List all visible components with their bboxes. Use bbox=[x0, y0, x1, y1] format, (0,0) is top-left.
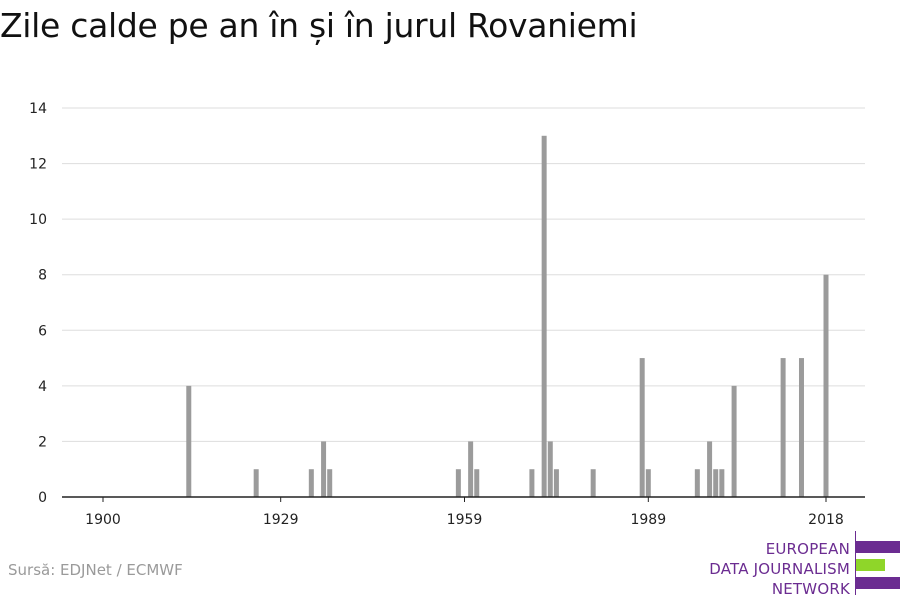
bar bbox=[798, 358, 804, 497]
bars bbox=[186, 135, 829, 498]
bar bbox=[327, 469, 333, 497]
logo-bar-bottom bbox=[856, 577, 900, 589]
y-tick-label: 4 bbox=[38, 379, 47, 395]
bar bbox=[253, 469, 259, 497]
bar bbox=[308, 469, 314, 497]
logo-line-1: EUROPEAN bbox=[765, 540, 850, 558]
x-tick-label: 2018 bbox=[808, 512, 844, 528]
logo-line-2: DATA JOURNALISM bbox=[709, 560, 850, 578]
x-tick-label: 1989 bbox=[630, 512, 666, 528]
x-tick-label: 1900 bbox=[85, 512, 121, 528]
y-tick-label: 0 bbox=[38, 490, 47, 506]
bar bbox=[731, 385, 737, 497]
chart-title: Zile calde pe an în și în jurul Rovaniem… bbox=[0, 6, 638, 45]
x-tick-label: 1959 bbox=[447, 512, 483, 528]
logo-text: EUROPEAN DATA JOURNALISM NETWORK bbox=[709, 539, 850, 599]
y-tick-label: 12 bbox=[29, 157, 47, 173]
bar bbox=[639, 358, 645, 497]
logo-bar-middle bbox=[856, 559, 885, 571]
gridlines bbox=[62, 107, 865, 442]
bar bbox=[541, 135, 547, 498]
edjnet-logo: EUROPEAN DATA JOURNALISM NETWORK bbox=[680, 531, 900, 598]
bar bbox=[713, 469, 719, 497]
y-tick-label: 14 bbox=[29, 101, 47, 117]
bar bbox=[474, 469, 480, 497]
bar bbox=[455, 469, 461, 497]
y-tick-label: 2 bbox=[38, 434, 47, 450]
y-axis: 0 2 4 6 8 10 12 14 bbox=[29, 101, 47, 506]
x-tick-label: 1929 bbox=[263, 512, 299, 528]
source-note: Sursă: EDJNet / ECMWF bbox=[8, 561, 183, 579]
bar bbox=[719, 469, 725, 497]
bar bbox=[590, 469, 596, 497]
bar bbox=[468, 441, 474, 497]
bar bbox=[645, 469, 651, 497]
bar bbox=[529, 469, 535, 497]
y-tick-label: 8 bbox=[38, 268, 47, 284]
bar bbox=[547, 441, 553, 497]
bar bbox=[321, 441, 327, 497]
bar bbox=[707, 441, 713, 497]
bar bbox=[186, 385, 192, 497]
logo-divider bbox=[855, 531, 856, 595]
y-tick-label: 10 bbox=[29, 212, 47, 228]
y-tick-label: 6 bbox=[38, 323, 47, 339]
bar bbox=[823, 274, 829, 497]
bar bbox=[780, 358, 786, 497]
bar bbox=[694, 469, 700, 497]
logo-line-3: NETWORK bbox=[771, 580, 850, 598]
bar bbox=[553, 469, 559, 497]
x-axis: 1900 1929 1959 1989 2018 bbox=[62, 496, 865, 528]
logo-bar-top bbox=[856, 541, 900, 553]
